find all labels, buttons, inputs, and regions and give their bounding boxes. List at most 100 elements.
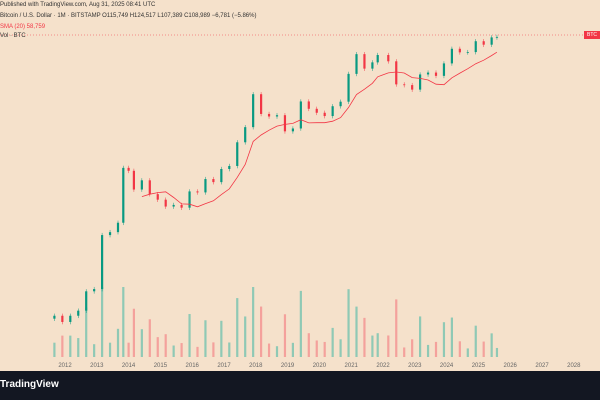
volume-bar	[220, 320, 223, 357]
candle	[307, 101, 310, 109]
candle	[172, 204, 175, 207]
candle	[315, 108, 318, 113]
volume-bar	[371, 335, 374, 357]
volume-bar	[376, 333, 379, 357]
candle	[275, 115, 279, 117]
volume-bar	[291, 342, 294, 357]
candle	[156, 194, 159, 200]
volume-bar	[188, 314, 191, 357]
x-tick-label: 2022	[376, 363, 390, 369]
candle	[180, 204, 183, 208]
volume-bar	[260, 306, 263, 357]
candle	[458, 48, 461, 53]
volume-bar	[403, 347, 406, 357]
volume-bar	[323, 341, 326, 357]
volume-bar	[411, 339, 414, 357]
volume-bar	[434, 341, 438, 357]
candle	[85, 291, 88, 311]
x-tick-label: 2028	[567, 363, 581, 369]
volume-bar	[127, 342, 130, 357]
candle	[220, 168, 223, 183]
publish-info: Published with TradingView.com, Aug 31, …	[0, 2, 156, 8]
candle	[252, 94, 255, 128]
candle	[450, 48, 453, 64]
volume-bar	[307, 333, 310, 357]
volume-bar	[355, 306, 358, 357]
candle	[116, 222, 120, 233]
volume-bar	[267, 343, 271, 357]
volume-bar	[442, 322, 446, 357]
candle	[122, 167, 125, 223]
tradingview-logo[interactable]: TradingView	[0, 379, 59, 390]
x-tick-label: 2015	[154, 363, 168, 369]
candle	[355, 54, 358, 74]
candle	[127, 167, 130, 171]
candle	[403, 84, 406, 86]
volume-bar	[132, 308, 135, 357]
candle	[395, 61, 398, 85]
candle	[323, 112, 326, 117]
volume-bar	[419, 316, 422, 357]
x-tick-label: 2018	[249, 363, 263, 369]
candle	[132, 170, 135, 190]
x-tick-label: 2027	[535, 363, 549, 369]
volume-bar	[180, 343, 183, 357]
volume-bar	[315, 340, 318, 357]
volume-bar	[331, 327, 334, 357]
candle	[148, 180, 151, 195]
volume-bar	[228, 342, 231, 357]
candle	[267, 113, 271, 117]
volume-bar	[387, 335, 390, 357]
volume-bar	[395, 299, 398, 357]
candle	[466, 52, 469, 53]
candle	[371, 62, 374, 69]
footer-bar: TradingView	[0, 371, 600, 400]
volume-bar	[69, 335, 72, 357]
sma-line	[141, 51, 498, 208]
volume-bar	[116, 328, 120, 357]
volume-bar	[122, 287, 125, 357]
candles	[53, 34, 499, 325]
candle	[53, 315, 56, 319]
candle	[331, 106, 334, 117]
volume-bar	[164, 334, 167, 357]
volume-bar	[212, 342, 215, 357]
volume-bar	[299, 290, 302, 357]
x-tick-label: 2014	[122, 363, 136, 369]
volume-bar	[108, 342, 112, 357]
candle	[188, 191, 191, 208]
volume-bar	[93, 344, 96, 357]
volume-bar	[275, 346, 279, 357]
x-tick-label: 2019	[281, 363, 295, 369]
candle	[419, 74, 422, 90]
candle	[495, 36, 499, 38]
volume-bar	[283, 314, 287, 357]
volume-bar	[85, 307, 88, 357]
volume-bar	[77, 338, 80, 357]
volume-bar	[495, 347, 499, 357]
candle	[236, 142, 239, 166]
volume-bar	[148, 319, 151, 357]
candle	[411, 85, 414, 90]
candle	[101, 235, 104, 290]
candle	[212, 179, 215, 183]
candle	[376, 55, 379, 63]
candle	[77, 310, 80, 316]
volume-bar	[426, 344, 430, 357]
volume-bar	[482, 341, 485, 357]
candle	[244, 127, 247, 143]
candle	[363, 54, 366, 69]
x-tick-label: 2017	[217, 363, 231, 369]
volume-bar	[196, 346, 199, 357]
volume-bar	[347, 289, 350, 357]
sma-info: SMA (20) 58,759	[0, 24, 46, 30]
candle	[228, 165, 231, 169]
candle	[339, 101, 342, 107]
candle	[69, 315, 72, 322]
volume-bar	[53, 342, 56, 357]
x-tick-label: 2023	[408, 363, 422, 369]
candle	[291, 128, 294, 132]
volume-bar	[204, 320, 207, 357]
